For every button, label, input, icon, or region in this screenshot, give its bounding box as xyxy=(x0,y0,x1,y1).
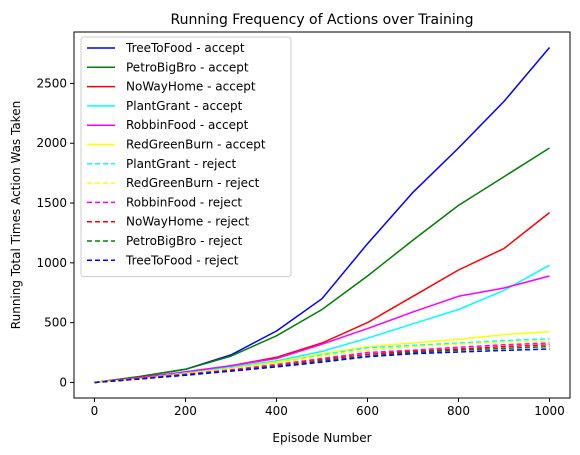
series-line-petrobigbro-accept xyxy=(94,147,550,384)
x-tick-label: 0 xyxy=(91,404,99,418)
axes-layer: 0 200 400 600 800 1000 0 500 1000 1500 2000 2500 xyxy=(36,76,564,418)
y-tick-label: 0 xyxy=(59,375,67,389)
legend-label: PlantGrant - accept xyxy=(126,99,243,113)
legend-label: TreeToFood - accept xyxy=(125,41,245,55)
legend-box xyxy=(80,36,292,278)
x-tick-label: 400 xyxy=(265,404,288,418)
plot-frame xyxy=(73,31,571,399)
legend-label: RedGreenBurn - reject xyxy=(126,176,260,190)
legend: TreeToFood - accept PetroBigBro - accept N… xyxy=(80,36,292,278)
y-tick-label: 500 xyxy=(44,316,67,330)
y-tick-label: 2500 xyxy=(36,76,67,90)
y-axis-label: Running Total Times Action Was Taken xyxy=(9,101,23,329)
y-tick-label: 2000 xyxy=(36,136,67,150)
legend-label: RedGreenBurn - accept xyxy=(126,138,266,152)
legend-label: RobbinFood - accept xyxy=(126,118,249,132)
legend-label: PlantGrant - reject xyxy=(126,157,236,171)
y-tick-label: 1500 xyxy=(36,196,67,210)
x-axis-label: Episode Number xyxy=(272,431,371,445)
legend-label: PetroBigBro - reject xyxy=(126,234,243,248)
legend-label: RobbinFood - reject xyxy=(126,195,242,209)
series-line-robbinfood-accept xyxy=(94,275,550,384)
chart-title: Running Frequency of Actions over Traini… xyxy=(170,12,473,28)
series-line-treetofood-reject xyxy=(94,348,550,384)
legend-label: NoWayHome - accept xyxy=(126,80,256,94)
x-tick-label: 800 xyxy=(447,404,470,418)
legend-label: TreeToFood - reject xyxy=(125,253,239,267)
x-tick-label: 600 xyxy=(356,404,379,418)
y-tick-label: 1000 xyxy=(36,256,67,270)
x-tick-label: 200 xyxy=(174,404,197,418)
legend-label: PetroBigBro - accept xyxy=(126,60,249,74)
series-layer xyxy=(94,47,551,384)
x-tick-label: 1000 xyxy=(534,404,565,418)
legend-label: NoWayHome - reject xyxy=(126,215,250,229)
